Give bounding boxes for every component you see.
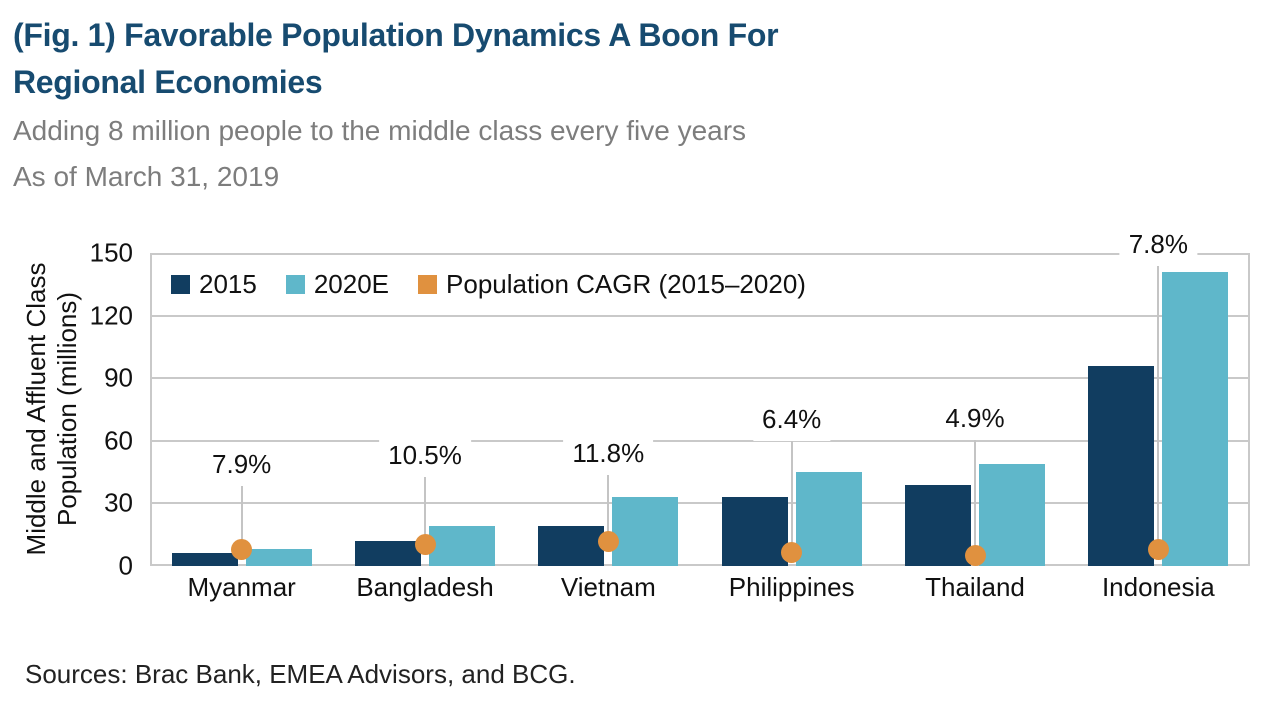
cagr-dot-bangladesh	[414, 533, 436, 555]
legend-item-2015: 2015	[171, 269, 257, 300]
figure-title-line1: (Fig. 1) Favorable Population Dynamics A…	[13, 17, 779, 53]
cagr-dot-myanmar	[231, 539, 253, 561]
bar-2020e-thailand	[979, 463, 1045, 566]
legend-swatch-cagr-icon	[418, 275, 438, 294]
cagr-label-indonesia: 7.8%	[1119, 226, 1197, 266]
gridline-30	[150, 502, 1250, 505]
x-axis-label-bangladesh: Bangladesh	[356, 572, 494, 602]
bar-2015-bangladesh	[355, 540, 421, 566]
y-tick-label-60: 60	[104, 425, 133, 456]
chart-legend: 2015 2020E Population CAGR (2015–2020)	[171, 269, 806, 300]
x-axis-label-myanmar: Myanmar	[187, 572, 296, 602]
figure-subtitle: Adding 8 million people to the middle cl…	[13, 115, 747, 146]
legend-swatch-2020e-icon	[285, 275, 305, 294]
bar-2015-vietnam	[538, 526, 605, 566]
legend-label-cagr: Population CAGR (2015–2020)	[446, 269, 806, 299]
x-axis-label-vietnam: Vietnam	[560, 572, 656, 602]
legend-swatch-2015-icon	[171, 275, 190, 294]
cagr-needle-philippines	[790, 438, 793, 553]
cagr-label-bangladesh: 10.5%	[379, 438, 471, 478]
figure-title-line2: Regional Economies	[13, 64, 323, 100]
cagr-label-philippines: 6.4%	[753, 401, 831, 441]
legend-label-2015: 2015	[199, 269, 257, 299]
gridline-90	[150, 377, 1250, 380]
bar-2015-myanmar	[171, 553, 238, 566]
cagr-needle-myanmar	[240, 483, 243, 550]
bar-2015-indonesia	[1088, 365, 1155, 566]
y-tick-label-30: 30	[104, 487, 133, 518]
legend-item-2020e: 2020E	[285, 269, 390, 300]
cagr-needle-vietnam	[607, 473, 610, 542]
bar-2015-thailand	[905, 484, 971, 566]
cagr-dot-indonesia	[1147, 539, 1169, 561]
cagr-needle-bangladesh	[424, 475, 426, 545]
sources-note: Sources: Brac Bank, EMEA Advisors, and B…	[25, 659, 576, 689]
bar-2020e-indonesia	[1162, 271, 1229, 566]
as-of-date: As of March 31, 2019	[13, 161, 280, 192]
y-tick-label-120: 120	[89, 300, 133, 331]
x-axis-label-philippines: Philippines	[728, 572, 855, 602]
y-tick-label-90: 90	[104, 362, 133, 393]
y-tick-label-0: 0	[118, 550, 133, 581]
cagr-dot-thailand	[964, 545, 986, 567]
legend-label-2020e: 2020E	[313, 269, 390, 299]
cagr-label-vietnam: 11.8%	[563, 436, 654, 476]
gridline-60	[150, 439, 1250, 442]
cagr-dot-philippines	[781, 542, 803, 564]
y-tick-label-150: 150	[89, 237, 133, 268]
cagr-label-thailand: 4.9%	[936, 400, 1014, 440]
cagr-label-myanmar: 7.9%	[203, 446, 281, 486]
bar-2020e-bangladesh	[429, 526, 495, 566]
cagr-dot-vietnam	[597, 530, 619, 552]
plot-area: 2015 2020E Population CAGR (2015–2020) 7…	[150, 226, 1250, 567]
cagr-needle-thailand	[974, 437, 976, 556]
bar-2020e-vietnam	[612, 497, 679, 566]
bar-2015-philippines	[721, 497, 788, 566]
legend-item-cagr: Population CAGR (2015–2020)	[418, 269, 806, 300]
cagr-needle-indonesia	[1157, 263, 1160, 550]
x-axis-label-thailand: Thailand	[925, 572, 1025, 602]
bar-2020e-myanmar	[245, 549, 312, 566]
bar-2020e-philippines	[795, 472, 862, 566]
figure-title: (Fig. 1) Favorable Population Dynamics A…	[13, 12, 779, 106]
y-axis-tick-labels: 0 30 60 90 120 150	[0, 238, 133, 581]
x-axis-label-indonesia: Indonesia	[1101, 572, 1215, 602]
x-axis-labels: Myanmar Bangladesh Vietnam Philippines Thail…	[150, 572, 1250, 604]
gridline-120	[150, 314, 1250, 317]
